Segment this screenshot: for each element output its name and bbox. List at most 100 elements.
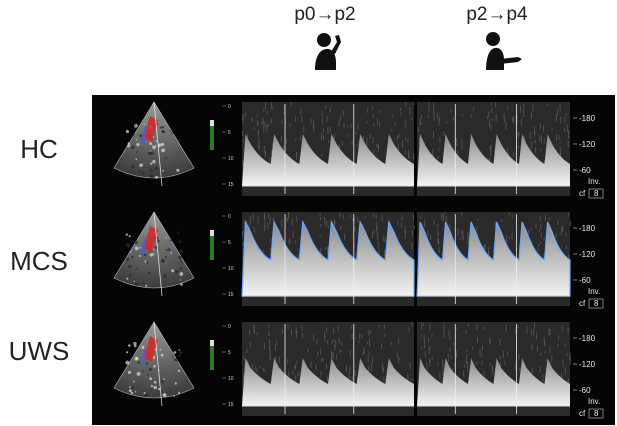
- doppler-noise: [421, 346, 423, 350]
- doppler-noise: [258, 145, 260, 150]
- doppler-noise: [321, 133, 323, 141]
- doppler-noise: [326, 327, 328, 332]
- doppler-noise: [378, 249, 380, 257]
- doppler-noise: [560, 227, 562, 235]
- doppler-noise: [424, 340, 425, 349]
- doppler-noise: [461, 144, 463, 150]
- doppler-noise: [384, 333, 386, 338]
- doppler-noise: [321, 111, 323, 117]
- doppler-noise: [569, 352, 571, 361]
- doppler-noise: [488, 247, 490, 256]
- speckle: [158, 143, 162, 147]
- doppler-noise: [295, 327, 297, 335]
- doppler-noise: [529, 131, 531, 140]
- doppler-noise: [519, 367, 521, 372]
- doppler-noise: [262, 249, 264, 256]
- doppler-noise: [476, 361, 478, 365]
- doppler-noise: [313, 120, 314, 128]
- doppler-noise: [432, 154, 434, 158]
- doppler-noise: [327, 128, 329, 134]
- speckle: [125, 233, 128, 236]
- speckle: [179, 279, 181, 281]
- cf-label: cf: [579, 299, 586, 308]
- speckle: [170, 239, 173, 242]
- doppler-noise: [431, 333, 433, 337]
- doppler-noise: [396, 352, 398, 358]
- speckle: [128, 344, 131, 347]
- speckle: [127, 264, 132, 269]
- depth-tick-label: 0: [228, 214, 231, 220]
- doppler-noise: [443, 322, 445, 325]
- doppler-noise: [270, 118, 272, 124]
- row-label-mcs: MCS: [10, 246, 68, 276]
- speckle: [134, 391, 137, 393]
- doppler-noise: [361, 334, 363, 339]
- doppler-noise: [379, 122, 381, 127]
- doppler-noise: [405, 102, 407, 106]
- doppler-noise: [270, 238, 272, 242]
- speckle: [136, 151, 139, 153]
- doppler-noise: [508, 212, 510, 216]
- doppler-noise: [301, 325, 303, 331]
- doppler-noise: [565, 232, 567, 237]
- depth-tick-label: 10: [228, 376, 234, 382]
- doppler-noise: [468, 323, 469, 327]
- ultrasound-panel-mcs: 0 5 10 15 -180 -120 -60 Inv. cf 8: [92, 205, 615, 315]
- doppler-noise: [288, 212, 289, 219]
- doppler-noise: [278, 356, 280, 363]
- column-header-p2-p4: p2→p4: [466, 4, 528, 25]
- speckle: [128, 389, 132, 393]
- speckle: [140, 175, 142, 177]
- doppler-noise: [324, 335, 326, 343]
- doppler-noise: [462, 231, 464, 237]
- doppler-noise: [488, 251, 490, 260]
- doppler-noise: [513, 151, 515, 158]
- doppler-noise: [442, 373, 444, 377]
- speckle: [174, 382, 177, 385]
- doppler-noise: [295, 331, 297, 334]
- doppler-noise: [253, 226, 255, 233]
- doppler-noise: [242, 230, 244, 238]
- doppler-noise: [537, 244, 539, 248]
- doppler-noise: [261, 121, 263, 125]
- color-scale-bar: [210, 230, 214, 260]
- doppler-noise: [428, 108, 430, 112]
- doppler-noise: [419, 216, 421, 219]
- doppler-noise: [437, 362, 439, 366]
- speckle: [125, 360, 130, 365]
- doppler-noise: [442, 213, 444, 222]
- speckle: [177, 354, 181, 357]
- doppler-noise: [325, 247, 327, 250]
- doppler-noise: [492, 365, 493, 371]
- doppler-noise: [472, 107, 474, 112]
- doppler-noise: [351, 141, 353, 145]
- doppler-noise: [269, 342, 271, 351]
- doppler-noise: [413, 102, 415, 105]
- speckle: [163, 378, 165, 380]
- doppler-noise: [517, 133, 519, 137]
- doppler-noise: [400, 112, 402, 116]
- doppler-noise: [488, 158, 490, 163]
- doppler-noise: [382, 366, 384, 373]
- doppler-noise: [532, 107, 534, 112]
- doppler-noise: [295, 116, 297, 122]
- doppler-noise: [319, 217, 321, 221]
- doppler-noise: [564, 343, 566, 347]
- doppler-noise: [324, 217, 326, 225]
- doppler-noise: [421, 322, 423, 330]
- doppler-noise: [404, 226, 406, 233]
- doppler-noise: [319, 213, 321, 217]
- doppler-noise: [455, 110, 457, 116]
- doppler-noise: [517, 325, 519, 329]
- depth-tick-label: 5: [228, 350, 231, 356]
- depth-tick-label: 5: [228, 130, 231, 136]
- doppler-noise: [339, 144, 340, 151]
- doppler-noise: [287, 359, 289, 364]
- doppler-noise: [561, 325, 563, 333]
- doppler-noise: [455, 327, 457, 330]
- doppler-noise: [511, 232, 513, 240]
- doppler-noise: [420, 334, 422, 338]
- doppler-noise: [341, 341, 343, 346]
- doppler-noise: [499, 356, 501, 360]
- doppler-noise: [407, 138, 409, 143]
